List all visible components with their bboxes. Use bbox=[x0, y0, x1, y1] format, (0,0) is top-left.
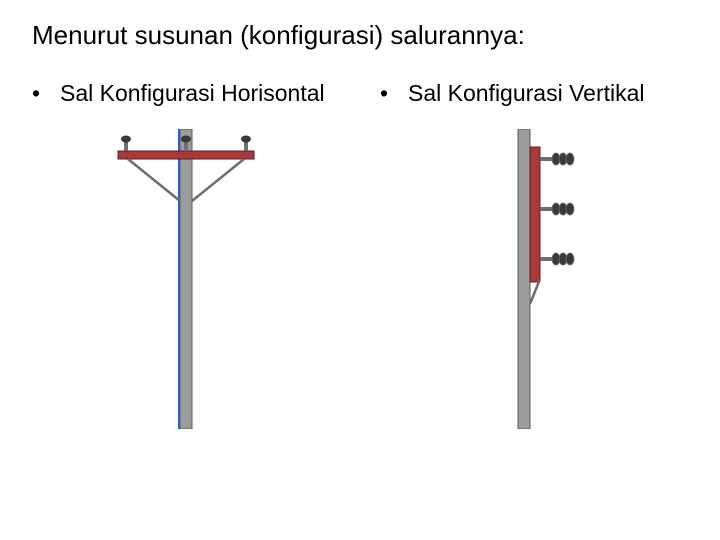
diagram-horizontal-wrap bbox=[32, 129, 340, 429]
diagram-vertical bbox=[454, 129, 614, 429]
bullet-dot: • bbox=[380, 79, 408, 109]
col-vertical: • Sal Konfigurasi Vertikal bbox=[380, 79, 688, 429]
bullet-label-vertical: Sal Konfigurasi Vertikal bbox=[408, 79, 688, 109]
bullet-vertical: • Sal Konfigurasi Vertikal bbox=[380, 79, 688, 109]
col-horizontal: • Sal Konfigurasi Horisontal bbox=[32, 79, 340, 429]
columns: • Sal Konfigurasi Horisontal • Sal Konfi… bbox=[32, 79, 688, 429]
bullet-label-horizontal: Sal Konfigurasi Horisontal bbox=[60, 79, 340, 109]
diagram-vertical-wrap bbox=[380, 129, 688, 429]
bullet-dot: • bbox=[32, 79, 60, 109]
diagram-horizontal bbox=[86, 129, 286, 429]
bullet-horizontal: • Sal Konfigurasi Horisontal bbox=[32, 79, 340, 109]
page-title: Menurut susunan (konfigurasi) salurannya… bbox=[32, 20, 688, 51]
